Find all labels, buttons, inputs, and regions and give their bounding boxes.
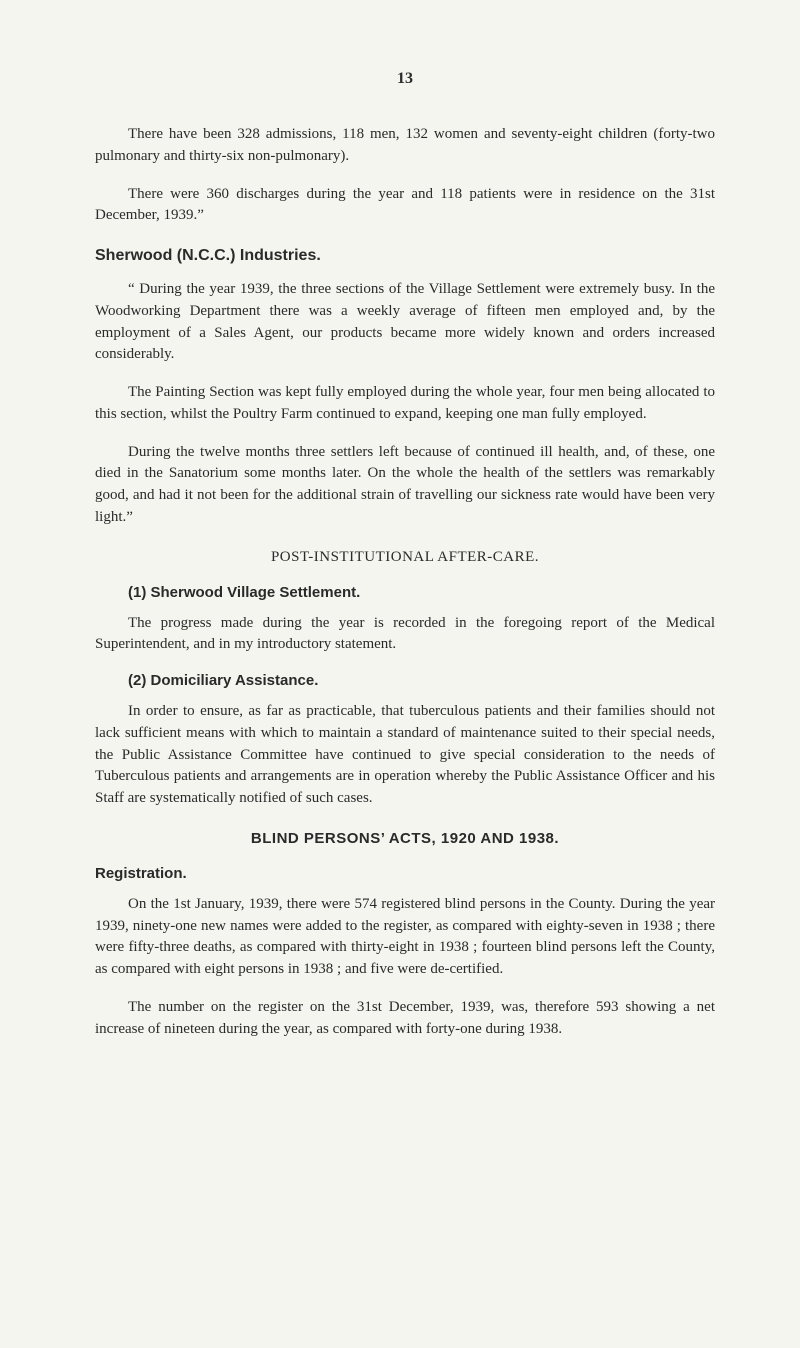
centered-heading-blind-persons-acts: BLIND PERSONS’ ACTS, 1920 AND 1938. — [95, 830, 715, 847]
document-page: 13 There have been 328 admissions, 118 m… — [0, 0, 800, 1116]
subsection-heading-domiciliary: (2) Domiciliary Assistance. — [95, 672, 715, 689]
body-paragraph: On the 1st January, 1939, there were 574… — [95, 894, 715, 981]
subsection-heading-registration: Registration. — [95, 865, 715, 882]
body-paragraph: In order to ensure, as far as practicabl… — [95, 701, 715, 810]
centered-heading-aftercare: POST-INSTITUTIONAL AFTER-CARE. — [95, 549, 715, 566]
body-paragraph: “ During the year 1939, the three sectio… — [95, 279, 715, 366]
body-paragraph: During the twelve months three settlers … — [95, 442, 715, 529]
subsection-heading-sherwood-village: (1) Sherwood Village Settlement. — [95, 584, 715, 601]
body-paragraph: The progress made during the year is rec… — [95, 613, 715, 657]
body-paragraph: There have been 328 admissions, 118 men,… — [95, 124, 715, 168]
page-number: 13 — [95, 70, 715, 88]
section-heading-sherwood-industries: Sherwood (N.C.C.) Industries. — [95, 247, 715, 265]
body-paragraph: The number on the register on the 31st D… — [95, 997, 715, 1041]
body-paragraph: There were 360 discharges during the yea… — [95, 184, 715, 228]
body-paragraph: The Painting Section was kept fully empl… — [95, 382, 715, 426]
